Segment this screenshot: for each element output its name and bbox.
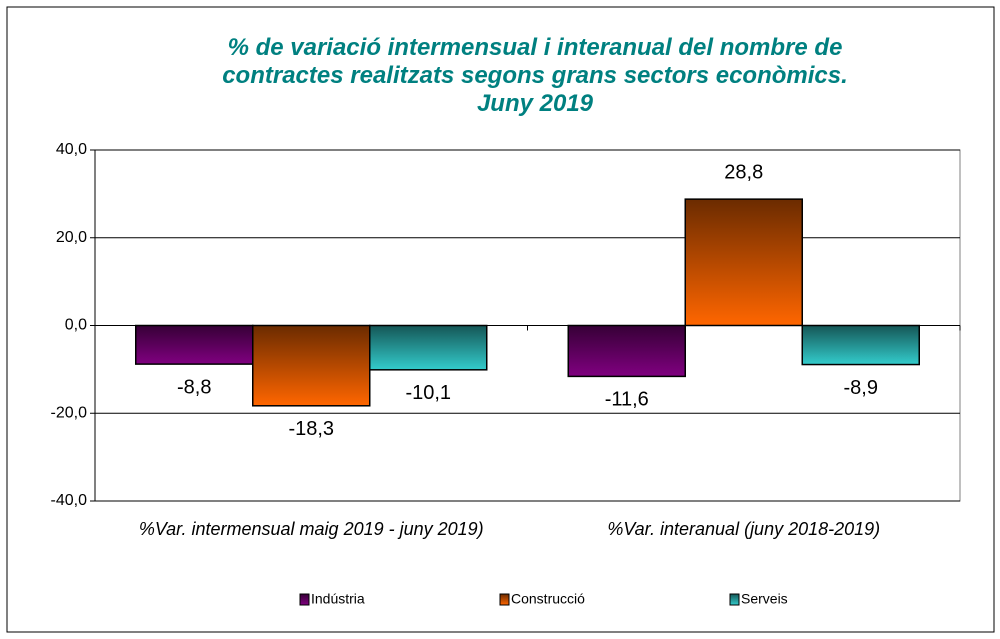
data-label: -8,8	[177, 376, 211, 398]
chart-title-line: Juny 2019	[476, 90, 594, 117]
bar	[567, 324, 686, 378]
bar	[801, 324, 920, 366]
chart-title-line: % de variació intermensual i interanual …	[227, 34, 843, 61]
legend-swatch	[299, 593, 310, 606]
bar	[252, 324, 371, 407]
data-label: -18,3	[288, 418, 334, 440]
y-tick-label: -40,0	[51, 492, 88, 509]
y-tick-label: -20,0	[51, 404, 88, 421]
bar	[369, 324, 488, 371]
data-label: -11,6	[605, 389, 649, 411]
y-tick-label: 20,0	[56, 229, 87, 246]
chart-border	[6, 6, 995, 633]
bar	[135, 324, 254, 365]
x-tick-label: %Var. interanual (juny 2018-2019)	[607, 519, 881, 539]
y-tick-label: 0,0	[65, 317, 87, 334]
legend-label: Indústria	[311, 591, 365, 607]
bar	[684, 198, 803, 327]
data-label: -10,1	[405, 382, 451, 404]
legend-swatch	[499, 593, 510, 606]
legend-label: Serveis	[741, 591, 788, 607]
data-label: -8,9	[844, 377, 878, 399]
x-tick-label: %Var. intermensual maig 2019 - juny 2019…	[138, 519, 484, 539]
y-tick-label: 40,0	[56, 141, 87, 158]
legend-swatch	[729, 593, 740, 606]
legend-label: Construcció	[511, 591, 585, 607]
data-label: 28,8	[724, 161, 763, 183]
chart-title-line: contractes realitzats segons grans secto…	[222, 62, 848, 89]
